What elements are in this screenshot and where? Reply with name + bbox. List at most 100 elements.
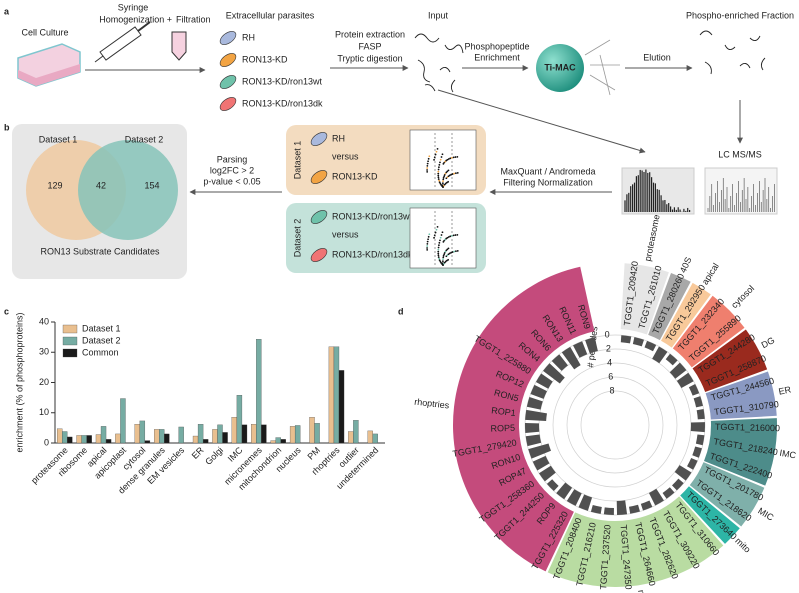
volcano-dot [437,176,440,179]
grid-circle [538,348,692,502]
y-tick-label: 40 [39,316,49,326]
legend-label: Dataset 2 [82,335,121,345]
peptide-bar [690,422,705,433]
volcano-dot [447,158,450,160]
group-name: ER [778,384,793,396]
volcano-dot [449,235,452,238]
volcano-dot [438,257,441,260]
volcano-dot [426,171,429,173]
r-tick-label: 2 [606,344,611,354]
r-tick-label: 8 [610,386,615,396]
peptide-bar [687,457,698,470]
peptide-bar [546,479,559,492]
label: Phosphopeptide [464,41,529,51]
label: Filtering Normalization [503,177,593,187]
volcano-dot [426,242,429,245]
strain-name: RON13-KD/ron13wt [242,76,323,86]
volcano-dot [441,153,444,156]
volcano-dot [455,172,457,175]
volcano-dot [438,179,441,182]
volcano-dot [440,234,443,236]
bar [222,432,228,444]
volcano-dot [433,158,435,161]
volcano-dot [437,256,440,259]
volcano-dot [456,172,459,174]
volcano-dot [440,156,443,158]
label: Filtration [176,14,211,24]
volcano-dot [442,178,445,181]
peptide-bar [543,363,565,384]
volcano-dot [446,236,449,239]
group-name: IMC [779,448,797,461]
count: 129 [47,180,62,190]
peptide-bar [620,335,632,344]
peptide-bar [590,504,602,514]
r-tick-label: 6 [608,372,613,382]
comparison-item: RON13-KD/ron13dk [332,249,413,259]
legend-swatch [62,324,78,334]
dataset-name: Dataset 2 [292,219,302,258]
volcano-dot [450,234,453,237]
volcano-dot [435,150,438,153]
syringe [94,21,151,63]
volcano-dot [453,172,456,175]
gene-label: ROP1 [491,405,516,418]
peptide-bar [530,384,547,399]
volcano-dot [435,228,438,231]
label: log2FC > 2 [210,165,254,175]
bar [309,417,315,444]
volcano-dot [427,157,430,160]
peptide-bar [640,500,653,511]
set-name: Dataset 1 [39,134,78,144]
venn-set [78,140,178,240]
group-sector [453,266,595,572]
bar [231,417,238,444]
peptide-bar [676,372,694,389]
volcano-dot [451,173,454,175]
peptide-bar [644,340,657,352]
volcano-dot [437,174,440,177]
volcano-dot [437,172,440,175]
bar [139,420,146,444]
group-sector [689,462,765,527]
y-axis-label: enrichment (% of phosphoproteins) [14,312,24,452]
volcano-dot [447,258,450,261]
bar [270,440,276,444]
peptide-bar [525,409,547,422]
y-tick-label: 20 [39,377,49,387]
peptide-bar [696,408,705,420]
peptide-bar [688,384,700,396]
peptide-bar [528,443,552,459]
volcano-dot [438,163,441,166]
volcano-dot [453,250,456,253]
strain-name: RON13-KD/ron13dk [242,98,323,108]
bar [197,424,204,444]
group-sector [620,263,669,335]
peptide-bar [561,346,581,370]
bar [256,339,262,444]
label: Input [428,10,449,20]
volcano-dot [439,182,442,185]
volcano-dot [434,231,437,234]
volcano-dot [437,170,440,173]
bar [289,426,296,444]
volcano-dot [438,181,441,184]
grid-circle [580,390,650,460]
volcano-dot [443,175,446,178]
peptide-bar [616,500,628,515]
label: Ti-MAC [544,62,576,72]
grid-circle [552,362,678,488]
peptide-bar [665,353,678,366]
volcano-dot [456,155,459,158]
peptide-bar [535,373,553,389]
group-name: DG [760,335,777,350]
parasite-icon [219,97,237,111]
volcano-dot [446,158,449,161]
volcano-dot [433,156,436,159]
label: Cell Culture [21,27,68,37]
peptide-bar [674,465,692,481]
volcano-dot [456,250,459,252]
label: Enrichment [474,52,520,62]
grid-circle [566,376,664,474]
volcano-dot [434,153,437,156]
